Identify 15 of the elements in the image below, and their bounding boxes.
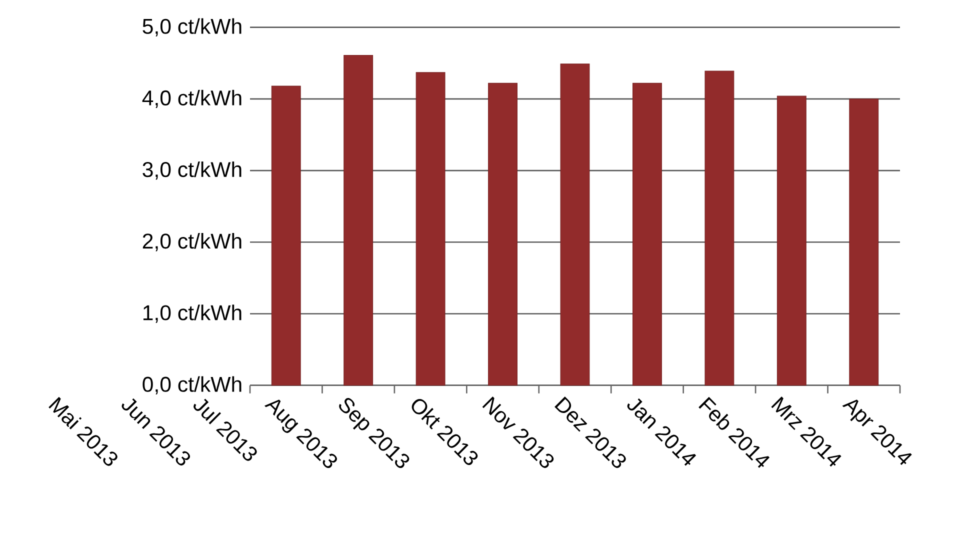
bar <box>849 98 879 386</box>
y-tick-label: 2,0 ct/kWh <box>142 233 242 252</box>
y-tick-label: 3,0 ct/kWh <box>142 161 242 180</box>
bar <box>704 70 734 386</box>
bar <box>560 64 590 386</box>
y-tick-label: 4,0 ct/kWh <box>142 90 242 108</box>
y-tick-label: 1,0 ct/kWh <box>143 304 242 323</box>
bar <box>776 96 806 386</box>
bar <box>271 86 301 386</box>
bar <box>416 72 446 386</box>
bar <box>632 82 662 386</box>
y-tick-label: 5,0 ct/kWh <box>142 18 242 36</box>
bar <box>344 54 374 386</box>
y-tick-label: 0,0 ct/kWh <box>142 376 242 394</box>
bar <box>488 82 518 386</box>
